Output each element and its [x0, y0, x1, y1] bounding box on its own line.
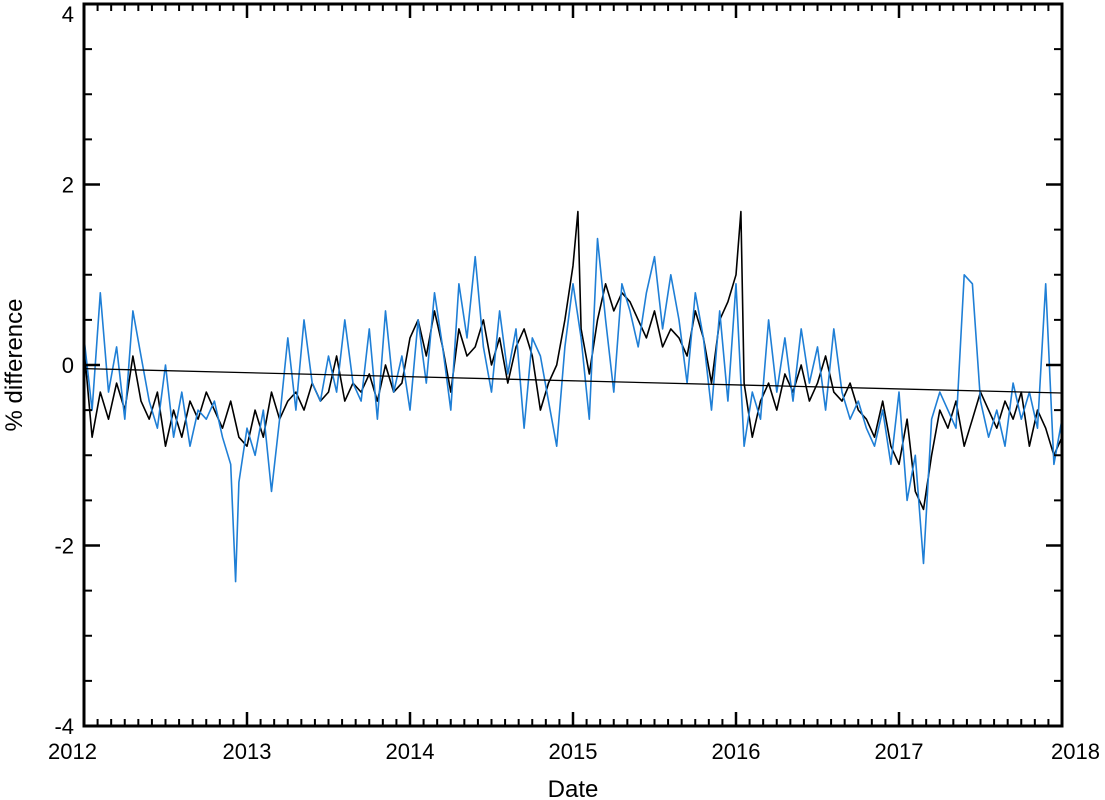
x-tick-label: 2014: [386, 739, 435, 764]
x-tick-label: 2013: [223, 739, 272, 764]
series-layer: [83, 210, 1063, 583]
series-black-line: [83, 210, 1063, 511]
x-tick-label: 2017: [875, 739, 924, 764]
x-axis-title: Date: [548, 776, 599, 800]
x-tick-label: 2012: [48, 739, 97, 764]
y-tick-label: 2: [62, 173, 74, 198]
x-tick-label: 2016: [712, 739, 761, 764]
y-tick-label: -2: [54, 534, 74, 559]
y-tick-label: 0: [62, 353, 74, 378]
trend-line: [83, 367, 1063, 394]
x-tick-label: 2015: [549, 739, 598, 764]
labels-layer: 2012 2013 2014 2015 2016 2017 2018 -4 -2 0 2 4: [48, 2, 1100, 764]
series-blue-line: [83, 237, 1063, 583]
y-tick-label: 4: [62, 2, 74, 27]
y-axis-title: % difference: [1, 299, 28, 432]
x-tick-label: 2018: [1051, 739, 1100, 764]
plot-frame: [82, 2, 1064, 728]
y-tick-label: -4: [54, 714, 74, 739]
